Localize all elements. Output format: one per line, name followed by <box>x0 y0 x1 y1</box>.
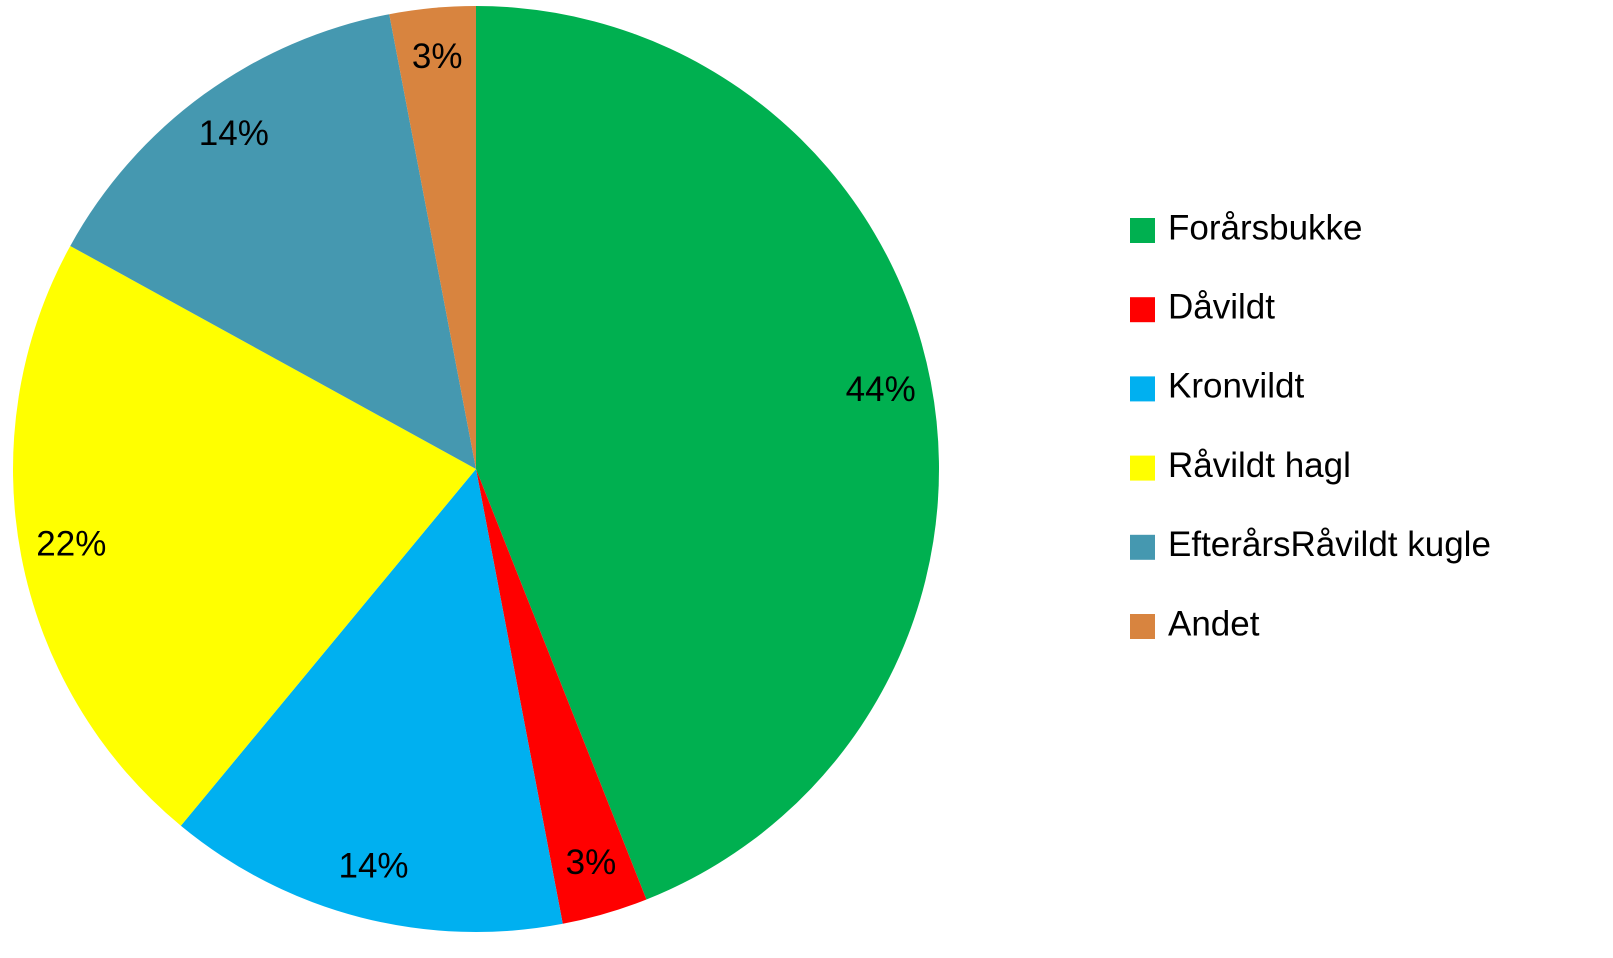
pie-slice <box>476 6 939 900</box>
data-label: 3% <box>412 37 463 76</box>
pie-slice <box>389 6 476 469</box>
pie-slice <box>13 245 477 826</box>
legend-swatch <box>1130 614 1155 639</box>
pie-slice <box>476 469 647 924</box>
pie-slice <box>180 469 563 933</box>
legend-swatch <box>1130 376 1155 402</box>
legend-label: Forårsbukke <box>1168 208 1363 247</box>
data-label: 14% <box>199 114 269 153</box>
legend-swatch <box>1130 297 1155 323</box>
legend-label: Andet <box>1168 604 1260 643</box>
data-label: 3% <box>566 843 617 882</box>
legend-label: Kronvildt <box>1168 367 1304 406</box>
data-label: 44% <box>846 370 916 409</box>
legend-swatch <box>1130 534 1155 560</box>
data-label: 14% <box>339 846 409 885</box>
legend-label: Råvildt hagl <box>1168 446 1351 485</box>
data-label: 22% <box>36 524 106 563</box>
legend-label: EfterårsRåvildt kugle <box>1168 525 1491 564</box>
legend-swatch <box>1130 218 1155 243</box>
legend-label: Dåvildt <box>1168 287 1275 326</box>
pie-slice <box>70 14 476 470</box>
legend-swatch <box>1130 455 1155 481</box>
